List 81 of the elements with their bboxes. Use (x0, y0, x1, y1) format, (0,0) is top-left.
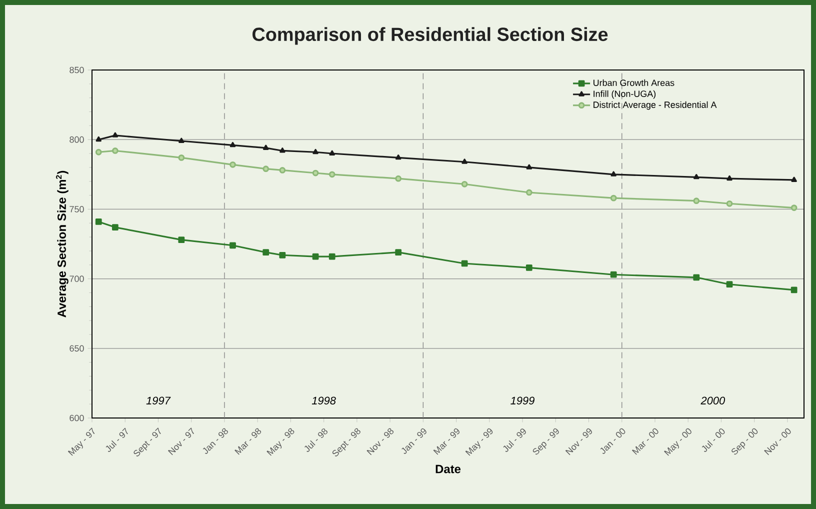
x-tick-label: May - 99 (465, 428, 493, 456)
point (230, 142, 236, 148)
point (312, 253, 319, 260)
point (526, 164, 532, 170)
point (694, 174, 700, 180)
x-tick-label: Nov - 00 (764, 428, 791, 456)
point (395, 154, 402, 160)
annotation: 2000 (700, 396, 726, 404)
point (610, 271, 617, 278)
point (262, 166, 270, 172)
x-tick-label: Jul - 98 (304, 428, 328, 452)
point (112, 148, 118, 154)
legend-label: Urban Growth Areas (594, 79, 674, 86)
point (279, 167, 286, 174)
x-tick-label: Sep - 99 (532, 428, 559, 455)
point (790, 204, 798, 211)
point (178, 138, 184, 143)
annotation: 1999 (510, 396, 534, 404)
point (312, 170, 319, 176)
point (329, 150, 335, 156)
point (178, 236, 185, 244)
legend-label: Infill (Non-UGA) (594, 90, 656, 99)
x-tick-label: May - 00 (664, 428, 692, 456)
y-tick-label: 700 (70, 276, 84, 282)
point (610, 194, 617, 202)
point (312, 148, 318, 154)
annotation: 1998 (312, 396, 336, 404)
point (230, 242, 236, 249)
x-axis-title: Date (436, 464, 461, 474)
x-tick-label: Sep - 00 (732, 428, 758, 455)
y-axis-title: Average Section Size (m$^{2}$) (56, 170, 68, 318)
point (726, 281, 733, 288)
x-tick-label: Jul - 99 (503, 428, 526, 452)
x-tick-label: Mar - 99 (433, 428, 460, 455)
point (790, 286, 798, 294)
point (395, 175, 402, 182)
x-tick-label: Jan - 98 (202, 428, 228, 454)
point (526, 264, 532, 271)
point (693, 274, 700, 281)
legend-label: District Average - Residential A (594, 101, 717, 110)
x-tick-label: Mar - 98 (234, 428, 262, 455)
point (526, 189, 532, 196)
annotation: 1997 (146, 396, 171, 404)
point (262, 144, 269, 150)
point (95, 218, 102, 225)
x-tick-label: Jan - 99 (402, 428, 426, 454)
x-tick-label: Nov - 97 (168, 428, 194, 456)
point (395, 249, 402, 256)
x-tick-label: Jul - 97 (106, 428, 128, 452)
y-tick-label: 850 (70, 66, 84, 74)
point (791, 176, 797, 182)
x-tick-label: May - 97 (68, 428, 95, 456)
point (279, 252, 286, 258)
y-tick-label: 600 (70, 414, 84, 422)
x-tick-label: Jan - 00 (600, 428, 626, 454)
x-tick-label: Jul - 00 (702, 428, 725, 452)
point (610, 171, 616, 176)
point (693, 198, 700, 204)
point (112, 224, 118, 230)
point (178, 154, 185, 161)
point (262, 249, 270, 256)
point (726, 175, 732, 181)
x-tick-label: Nov - 98 (366, 428, 394, 456)
y-tick-label: 750 (70, 206, 84, 212)
point (726, 200, 733, 207)
point (280, 148, 286, 153)
point (95, 148, 102, 156)
point (96, 136, 102, 142)
x-tick-label: Mar - 00 (632, 428, 658, 455)
y-tick-label: 650 (70, 345, 84, 352)
point (230, 161, 236, 168)
y-tick-label: 800 (70, 136, 84, 143)
x-tick-label: May - 98 (266, 428, 294, 456)
point (112, 132, 118, 138)
point (328, 171, 336, 178)
point (462, 158, 468, 164)
point (461, 260, 468, 267)
x-tick-label: Nov - 99 (565, 428, 592, 456)
point (461, 180, 468, 188)
point (328, 253, 336, 260)
chart-title: Comparison of Residential Section Size (252, 27, 608, 45)
